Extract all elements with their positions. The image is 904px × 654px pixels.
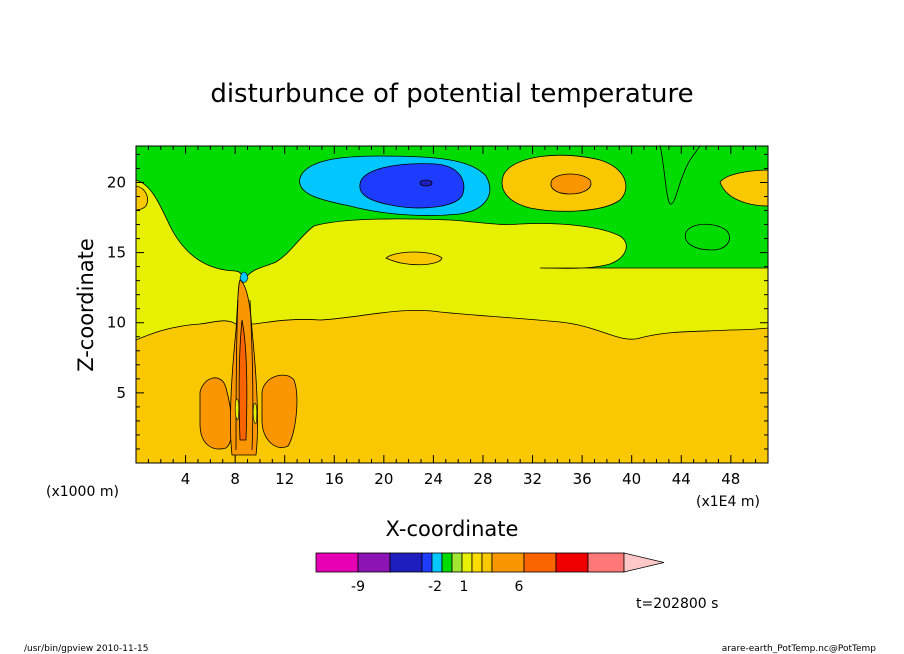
green-blob-right: [684, 223, 730, 251]
colorbar-label: 1: [460, 579, 469, 595]
colorbar-swatch: [523, 552, 557, 573]
axis-ticks: [136, 146, 768, 463]
y-tick-label: 15: [107, 244, 126, 262]
negative-cell-core: [359, 163, 465, 209]
colorbar-label: -2: [428, 579, 442, 595]
plume-right-lobe: [261, 374, 298, 448]
plume-streak-3: [234, 398, 258, 425]
colorbar-label: 6: [515, 579, 524, 595]
colorbar-swatch: [587, 552, 625, 573]
x-tick-label: 36: [573, 470, 592, 488]
x-tick-label: 48: [721, 470, 740, 488]
colorbar-swatch: [389, 552, 423, 573]
x-tick-label: 44: [672, 470, 691, 488]
plume-streak-1: [238, 319, 248, 441]
x-axis-label: X-coordinate: [386, 517, 519, 541]
y-axis-label: Z-coordinate: [74, 238, 98, 372]
footer-right: arare-earth_PotTemp.nc@PotTemp: [722, 644, 877, 654]
colorbar-swatch: [461, 552, 473, 573]
plume-top: [239, 271, 249, 283]
x-tick-label: 4: [181, 470, 191, 488]
colorbar-swatch: [555, 552, 589, 573]
y-tick-label: 20: [107, 173, 126, 191]
colorbar-swatch: [315, 552, 359, 573]
positive-cell-right-core: [550, 173, 592, 195]
time-label: t=202800 s: [636, 596, 718, 612]
plume-streak-2: [235, 299, 254, 451]
x-units-left: (x1000 m): [46, 484, 119, 500]
x-tick-label: 32: [523, 470, 542, 488]
colorbar-swatch: [421, 552, 433, 573]
colorbar: [315, 552, 665, 573]
colorbar-swatch: [357, 552, 391, 573]
positive-lens: [385, 251, 443, 266]
x-tick-label: 40: [622, 470, 641, 488]
colorbar-swatch: [431, 552, 443, 573]
x-tick-label: 24: [424, 470, 443, 488]
colorbar-label: -9: [351, 579, 365, 595]
colorbar-swatch: [481, 552, 493, 573]
x-tick-label: 20: [374, 470, 393, 488]
x-tick-label: 8: [230, 470, 240, 488]
colorbar-swatch: [491, 552, 525, 573]
plot-frame: [135, 145, 769, 464]
positive-cell-far-right: [719, 169, 768, 207]
colorbar-extension: [623, 552, 665, 573]
y-tick-label: 10: [107, 314, 126, 332]
contour-plot: [136, 146, 768, 463]
colorbar-labels: -9 -2 1 6: [351, 579, 524, 595]
x-tick-label: 12: [275, 470, 294, 488]
positive-cell-left-edge: [136, 185, 148, 211]
colorbar-swatch: [441, 552, 453, 573]
green-notch: [659, 146, 701, 205]
negative-cell-center: [419, 179, 433, 187]
x-tick-label: 28: [473, 470, 492, 488]
x-tick-label: 16: [325, 470, 344, 488]
colorbar-swatch: [471, 552, 483, 573]
chart-title: disturbunce of potential temperature: [210, 79, 693, 109]
footer-left: /usr/bin/gpview 2010-11-15: [24, 644, 148, 654]
x-units-right: (x1E4 m): [696, 494, 760, 510]
y-tick-label: 5: [116, 384, 126, 402]
colorbar-swatch: [451, 552, 463, 573]
